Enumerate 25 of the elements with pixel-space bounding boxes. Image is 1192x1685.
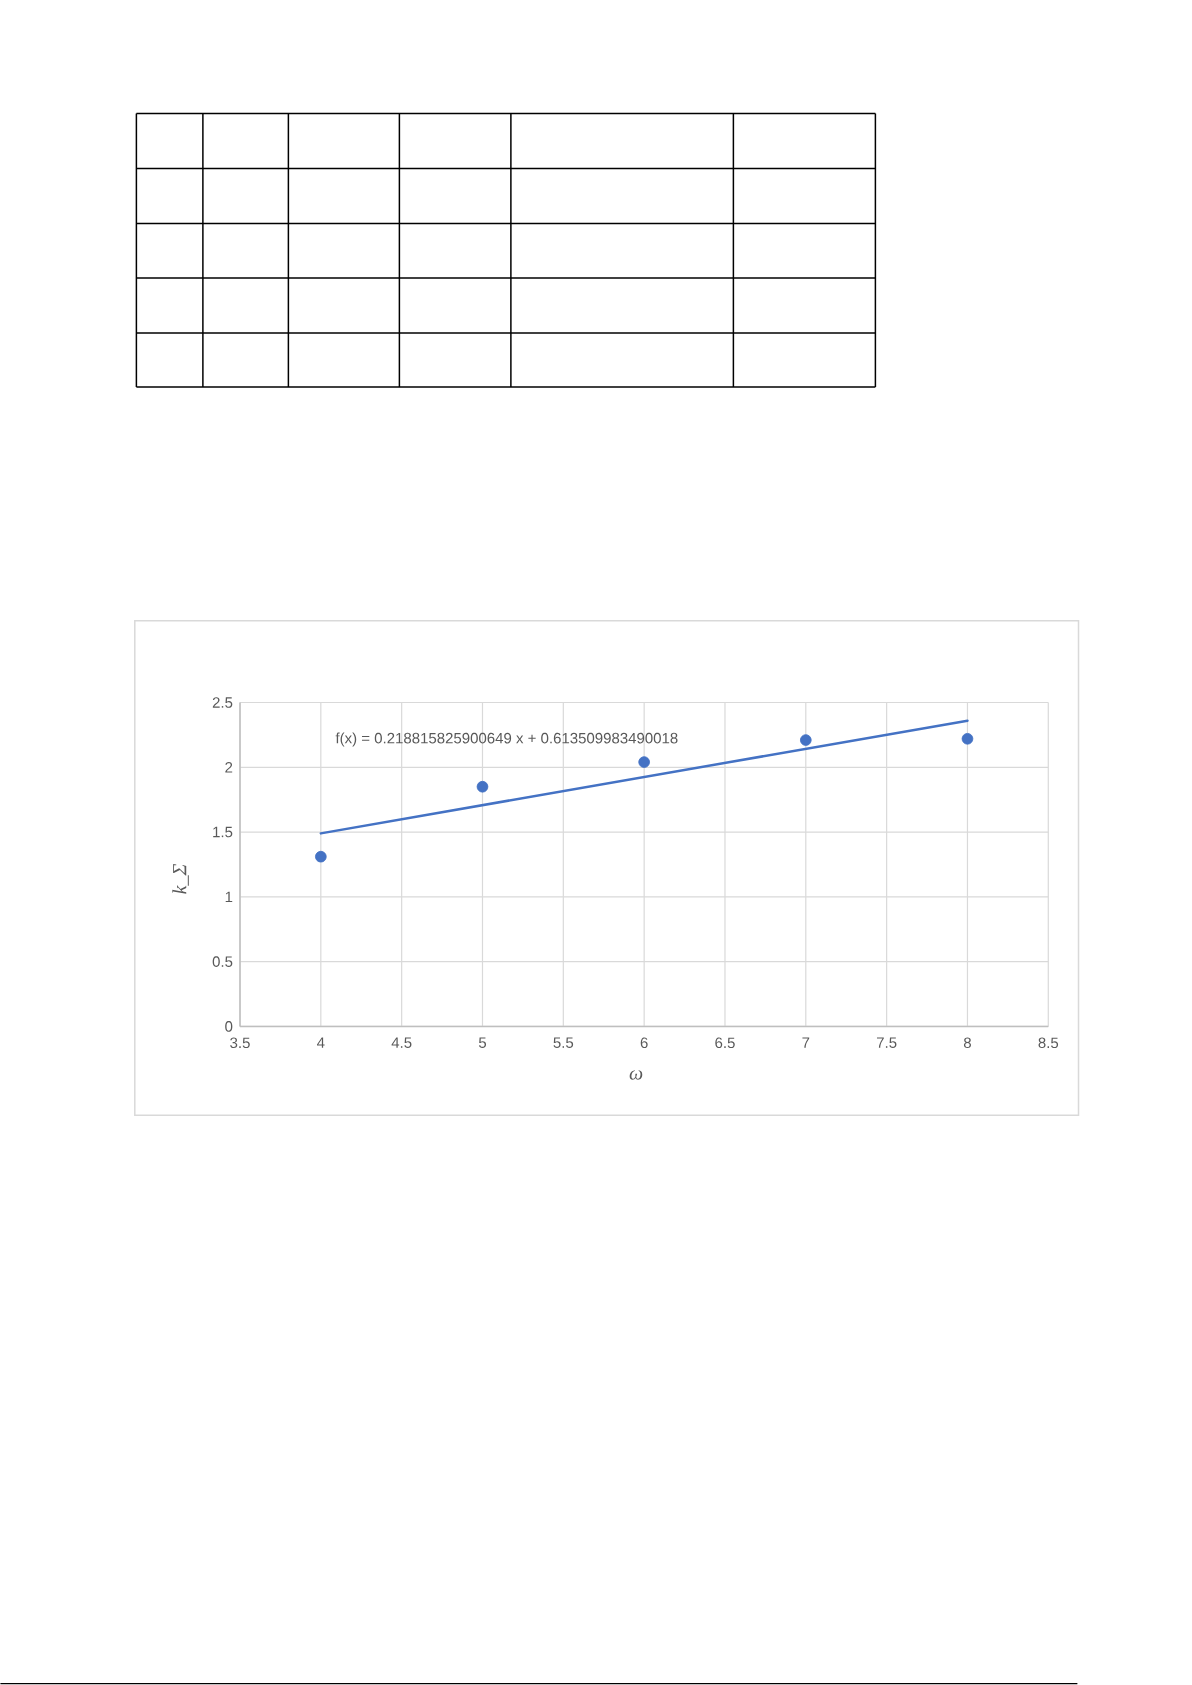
x-tick-label: 8 (963, 1037, 971, 1049)
x-tick-label: 5.5 (553, 1037, 574, 1048)
x-tick-label: 6 (640, 1037, 648, 1049)
y-axis-title: k_Σ (172, 863, 189, 894)
x-tick-label: 7 (802, 1037, 810, 1048)
y-tick-label: 2.5 (212, 697, 233, 708)
point (800, 734, 812, 746)
x-tick-label: 4 (317, 1037, 325, 1048)
x-tick-label: 8.5 (1038, 1037, 1059, 1049)
x-tick-label: 7.5 (876, 1037, 897, 1048)
y-tick-label: 2 (225, 762, 233, 773)
x-tick-label: 3.5 (230, 1037, 250, 1049)
x-tick-label: 6.5 (715, 1037, 735, 1049)
x-tick-label: 5 (478, 1037, 487, 1048)
y-tick-label: 0 (225, 1021, 233, 1032)
x-tick-label: 4.5 (391, 1037, 412, 1048)
point (638, 756, 650, 768)
point (961, 732, 974, 745)
y-tick-label: 0.5 (212, 956, 233, 967)
annotation: f(x) = 0.218815825900649 x + 0.613509983490018 (335, 732, 678, 747)
point (476, 780, 489, 793)
y-tick-label: 1.5 (213, 826, 233, 838)
point (315, 850, 327, 863)
y-tick-label: 1 (225, 891, 233, 903)
x-axis-title: ω (629, 1070, 643, 1080)
